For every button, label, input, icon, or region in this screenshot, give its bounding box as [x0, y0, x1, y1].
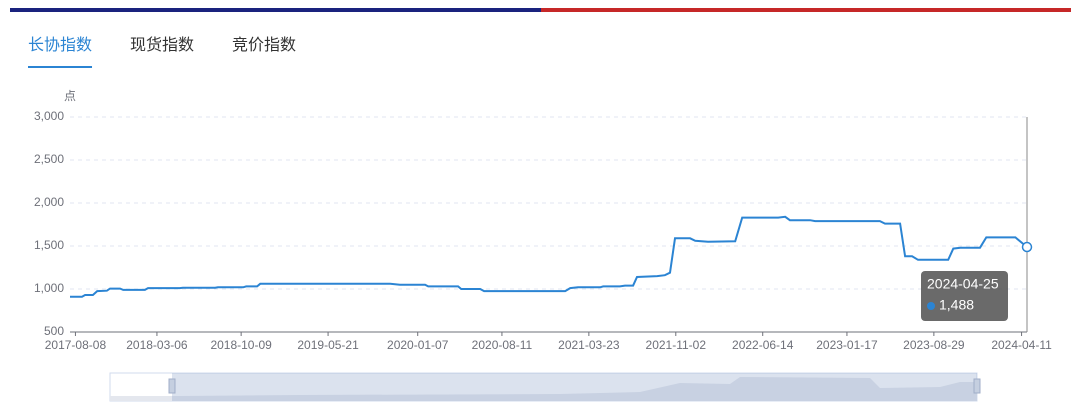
zoom-preview	[110, 377, 977, 401]
top-bar-red	[541, 8, 1071, 12]
y-tick-label: 2,500	[34, 152, 64, 166]
x-tick-label: 2018-03-06	[126, 338, 188, 352]
y-tick-label: 1,500	[34, 238, 64, 252]
x-tick-label: 2023-08-29	[903, 338, 965, 352]
tooltip-box	[921, 271, 1008, 321]
y-tick-label: 3,000	[34, 109, 64, 123]
tooltip-date: 2024-04-25	[927, 276, 999, 292]
data-zoom	[109, 372, 981, 402]
tab[interactable]: 长协指数	[28, 36, 92, 54]
x-tick-label: 2020-01-07	[387, 338, 449, 352]
x-tick-label: 2022-06-14	[732, 338, 794, 352]
hover-point	[1021, 241, 1033, 253]
tooltip-dot	[927, 302, 935, 310]
x-tick-label: 2017-08-08	[45, 338, 107, 352]
y-axis-unit: 点	[64, 89, 76, 103]
zoom-handle[interactable]	[973, 378, 981, 394]
y-tick-label: 1,000	[34, 281, 64, 295]
tab[interactable]: 现货指数	[130, 36, 194, 54]
x-tick-label: 2023-01-17	[816, 338, 878, 352]
data-line	[70, 215, 1028, 298]
x-tick-label: 2020-08-11	[472, 338, 533, 352]
x-tick-label: 2018-10-09	[210, 338, 272, 352]
tab[interactable]: 竞价指数	[232, 36, 296, 54]
x-tick-label: 2019-05-21	[297, 338, 359, 352]
tooltip: 2024-04-25 1,488	[921, 271, 1008, 321]
tab-underline	[28, 66, 93, 68]
x-tick-label: 2024-04-11	[991, 338, 1052, 352]
top-bar-blue	[10, 8, 541, 12]
y-tick-label: 2,000	[34, 195, 64, 209]
x-tick-label: 2021-03-23	[558, 338, 620, 352]
x-tick-label: 2021-11-02	[646, 338, 707, 352]
tooltip-value: 1,488	[939, 297, 974, 313]
zoom-window	[172, 373, 977, 401]
zoom-handle[interactable]	[168, 378, 176, 394]
y-tick-label: 500	[44, 324, 64, 338]
